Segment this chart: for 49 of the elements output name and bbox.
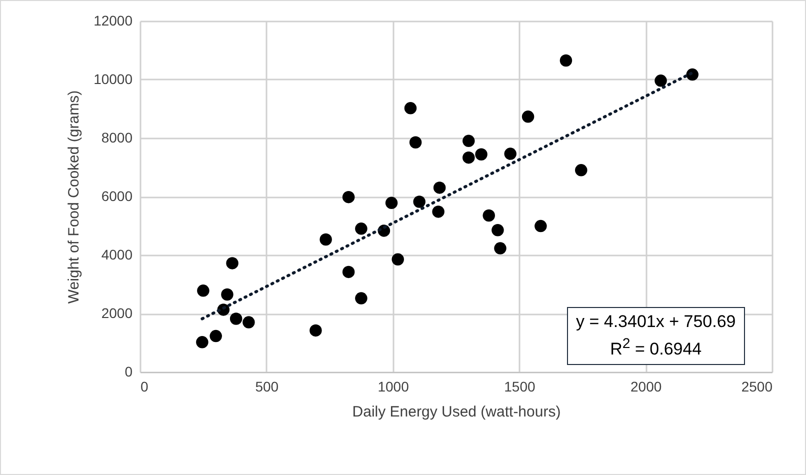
annotation: y = 4.3401x + 750.69 [576, 311, 736, 333]
y-axis-title: Weight of Food Cooked (grams) [66, 90, 83, 304]
point [462, 151, 475, 164]
point [210, 330, 222, 342]
y-tick-label: 0 [124, 364, 133, 380]
x-tick-label: 2000 [630, 378, 662, 394]
point [320, 233, 332, 246]
point [404, 102, 417, 114]
point [522, 110, 534, 123]
point [196, 336, 208, 348]
point [433, 182, 446, 194]
x-tick-label: 1500 [504, 378, 536, 394]
point [432, 206, 444, 218]
y-tick-label: 10000 [94, 71, 133, 87]
y-tick-label: 6000 [101, 188, 133, 204]
point [342, 190, 355, 204]
point [221, 288, 234, 301]
point [226, 257, 238, 270]
x-axis-title: Daily Energy Used (watt-hours) [352, 404, 561, 420]
y-tick-label: 2000 [101, 305, 133, 321]
y-tick-label: 12000 [94, 12, 133, 28]
point [413, 196, 426, 208]
x-tick-label: 500 [255, 378, 279, 394]
point [197, 284, 210, 297]
point [482, 209, 495, 222]
point [494, 242, 506, 254]
point [385, 196, 398, 210]
x-tick-label: 2500 [741, 378, 773, 394]
point [310, 324, 322, 337]
point [534, 220, 547, 232]
x-tick-label: 1000 [378, 378, 410, 394]
point [475, 148, 488, 160]
point [355, 222, 368, 235]
x-tick-label: 0 [140, 378, 148, 394]
point [575, 164, 588, 176]
point [392, 253, 404, 266]
y-tick-label: 4000 [101, 246, 133, 262]
point [560, 54, 572, 67]
point [242, 316, 255, 328]
point [654, 74, 667, 87]
point [504, 148, 516, 160]
annotation: R$^{2}$ = 0.6944 [609, 335, 703, 361]
point [355, 292, 368, 304]
point [462, 134, 475, 148]
point [492, 224, 504, 236]
point [230, 312, 242, 325]
point [409, 136, 422, 148]
point [342, 266, 355, 278]
y-tick-label: 8000 [101, 130, 133, 146]
